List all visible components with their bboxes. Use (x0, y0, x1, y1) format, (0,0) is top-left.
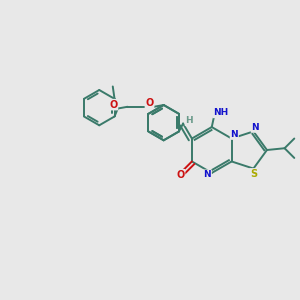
Text: N: N (203, 170, 211, 179)
Text: O: O (146, 98, 154, 108)
Text: S: S (250, 169, 257, 179)
Text: O: O (176, 170, 184, 180)
Text: N: N (251, 123, 259, 132)
Text: N: N (230, 130, 238, 139)
Text: O: O (109, 100, 118, 110)
Text: H: H (185, 116, 193, 125)
Text: NH: NH (213, 108, 228, 117)
